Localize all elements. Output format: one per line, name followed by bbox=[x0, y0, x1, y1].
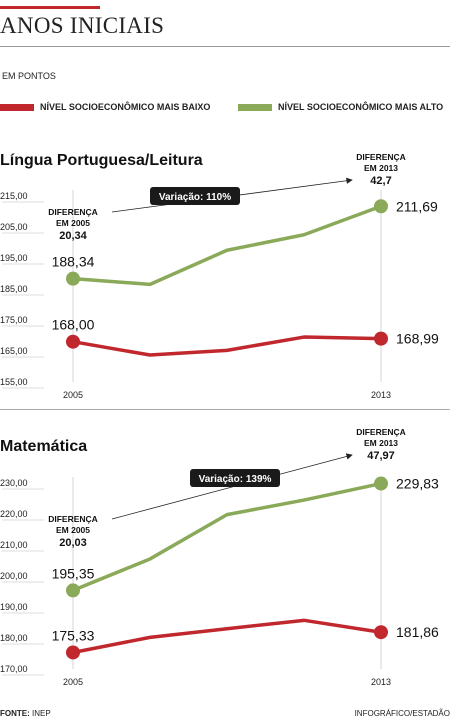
data-point-high bbox=[66, 271, 80, 286]
data-point-low bbox=[374, 331, 388, 346]
y-tick-label: 175,00 bbox=[0, 315, 28, 325]
y-tick-label: 220,00 bbox=[0, 509, 28, 519]
diff-start-label: EM 2005 bbox=[56, 525, 90, 535]
data-label: 175,33 bbox=[52, 627, 95, 643]
diff-start-label: DIFERENÇA bbox=[48, 207, 98, 217]
diff-end-value: 42,7 bbox=[370, 175, 391, 187]
y-tick-label: 185,00 bbox=[0, 284, 28, 294]
data-label: 229,83 bbox=[396, 476, 439, 492]
title-divider bbox=[0, 46, 450, 47]
data-point-high bbox=[374, 476, 388, 491]
data-label: 195,35 bbox=[52, 565, 95, 581]
data-label: 168,00 bbox=[52, 317, 95, 333]
x-tick-label: 2005 bbox=[63, 390, 83, 400]
variation-badge bbox=[150, 187, 240, 205]
accent-bar bbox=[0, 6, 100, 9]
series-line-high bbox=[72, 204, 382, 287]
data-label: 168,99 bbox=[396, 331, 439, 347]
diff-end-label: EM 2013 bbox=[364, 163, 398, 173]
source-value: INEP bbox=[29, 709, 51, 718]
diff-start-label: EM 2005 bbox=[56, 218, 90, 228]
y-tick-label: 215,00 bbox=[0, 191, 28, 201]
data-point-low bbox=[374, 625, 388, 640]
x-tick-label: 2005 bbox=[63, 677, 83, 687]
units-label: EM PONTOS bbox=[2, 71, 56, 81]
series-line-high bbox=[72, 481, 382, 593]
legend-label-high: NÍVEL SOCIOECONÔMICO MAIS ALTO bbox=[278, 102, 444, 112]
data-label: 211,69 bbox=[396, 198, 438, 214]
y-tick-label: 195,00 bbox=[0, 253, 28, 263]
diff-start-label: DIFERENÇA bbox=[48, 514, 98, 524]
y-tick-label: 205,00 bbox=[0, 222, 28, 232]
diff-end-label: DIFERENÇA bbox=[356, 427, 406, 437]
data-point-low bbox=[66, 334, 80, 349]
legend-label-low: NÍVEL SOCIOECONÔMICO MAIS BAIXO bbox=[40, 102, 211, 112]
y-tick-label: 210,00 bbox=[0, 540, 28, 550]
data-point-low bbox=[66, 645, 80, 660]
x-tick-label: 2013 bbox=[371, 677, 391, 687]
y-tick-label: 180,00 bbox=[0, 633, 28, 643]
variation-badge bbox=[190, 469, 280, 487]
chart-portugues: Língua Portuguesa/Leitura 215,00 205,00 195… bbox=[0, 152, 439, 400]
diff-start-value: 20,34 bbox=[59, 230, 87, 242]
y-tick-label: 190,00 bbox=[0, 602, 28, 612]
y-tick-label: 155,00 bbox=[0, 377, 28, 387]
data-label: 181,86 bbox=[396, 624, 439, 640]
variation-label: Variação: 139% bbox=[199, 474, 272, 485]
source-note: FONTE: INEP bbox=[0, 709, 51, 718]
section-divider bbox=[0, 409, 450, 410]
diff-end-label: EM 2013 bbox=[364, 438, 398, 448]
variation-label: Variação: 110% bbox=[159, 192, 231, 203]
data-point-high bbox=[374, 199, 388, 214]
legend-swatch-high bbox=[238, 104, 272, 111]
x-tick-label: 2013 bbox=[371, 390, 391, 400]
data-label: 188,34 bbox=[52, 254, 95, 270]
credit-note: INFOGRÁFICO/ESTADÃO bbox=[354, 709, 450, 718]
y-tick-label: 230,00 bbox=[0, 478, 28, 488]
data-point-high bbox=[66, 583, 80, 598]
diff-start-value: 20,03 bbox=[59, 537, 87, 549]
chart-title: Matemática bbox=[0, 438, 87, 455]
y-tick-label: 170,00 bbox=[0, 664, 28, 674]
legend-swatch-low bbox=[0, 104, 34, 111]
page-title: ANOS INICIAIS bbox=[0, 13, 165, 38]
series-line-low bbox=[72, 335, 382, 357]
chart-matematica: Matemática 230,00 220,00 210,00 200,00 190,00… bbox=[0, 427, 439, 687]
y-tick-label: 200,00 bbox=[0, 571, 28, 581]
source-label: FONTE: bbox=[0, 709, 30, 718]
chart-title: Língua Portuguesa/Leitura bbox=[0, 152, 203, 169]
series-line-low bbox=[72, 618, 382, 655]
y-tick-label: 165,00 bbox=[0, 346, 28, 356]
diff-end-label: DIFERENÇA bbox=[356, 152, 406, 162]
diff-end-value: 47,97 bbox=[367, 450, 395, 462]
